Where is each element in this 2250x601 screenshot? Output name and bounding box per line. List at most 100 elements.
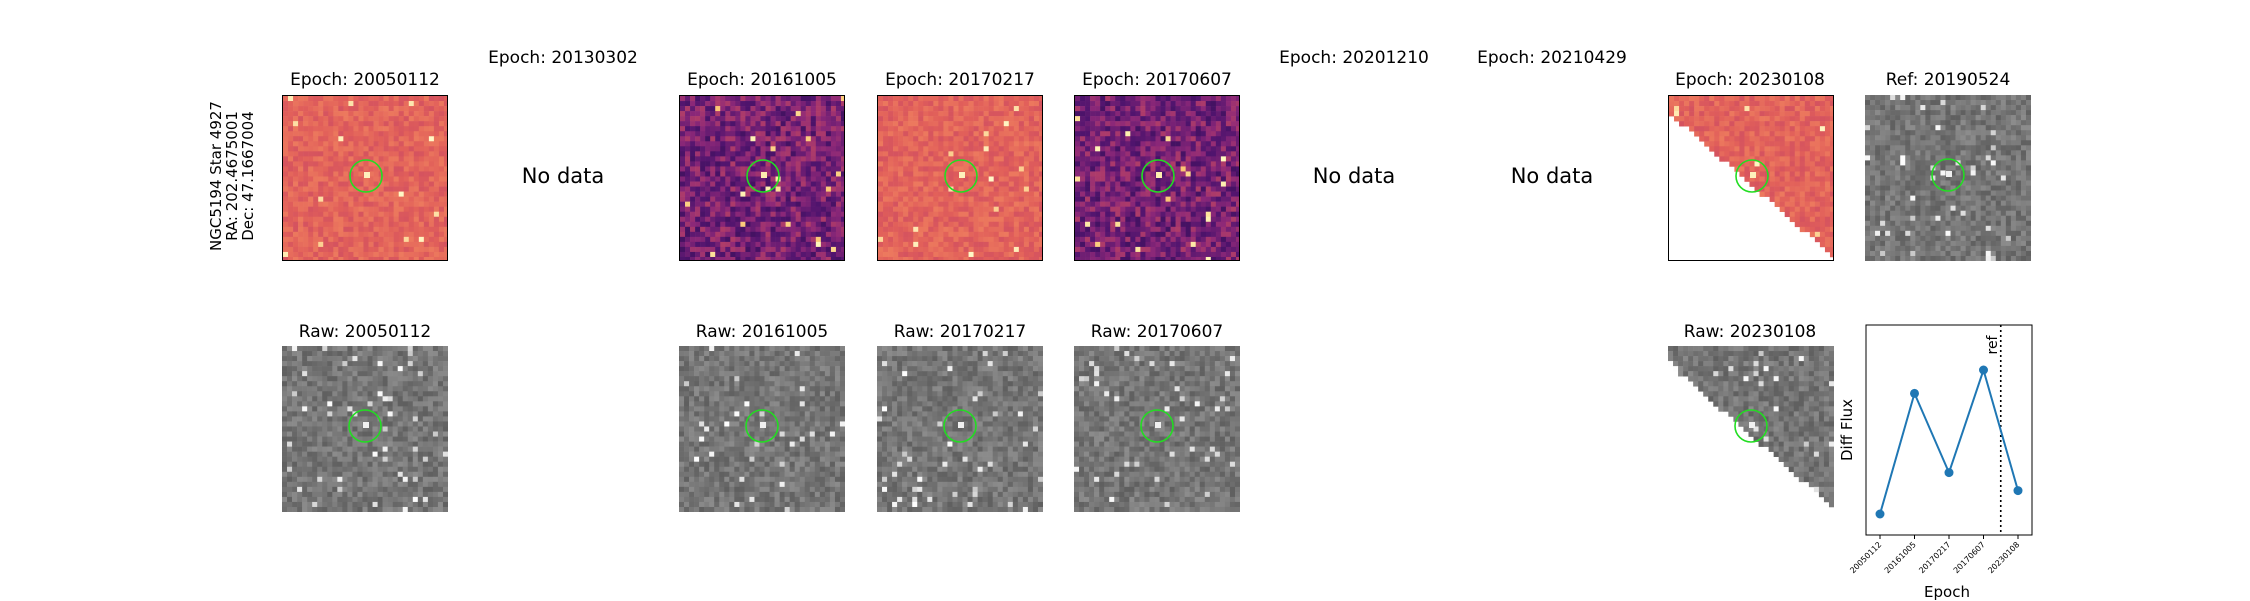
- pixel: [1130, 231, 1136, 238]
- pixel: [878, 186, 884, 192]
- pixel: [1870, 95, 1876, 101]
- pixel: [323, 236, 329, 243]
- pixel: [1130, 241, 1136, 248]
- pixel: [755, 106, 761, 112]
- pixel: [343, 101, 349, 107]
- pixel: [1180, 126, 1186, 132]
- pixel: [368, 236, 374, 243]
- pixel: [878, 166, 884, 172]
- pixel: [408, 196, 415, 202]
- pixel: [715, 141, 721, 147]
- pixel: [1120, 171, 1126, 177]
- pixel: [1023, 216, 1030, 223]
- pixel: [938, 96, 944, 102]
- pixel: [1180, 256, 1186, 260]
- pixel: [1215, 116, 1222, 122]
- pixel: [903, 136, 909, 142]
- pixel: [1799, 221, 1806, 228]
- pixel: [1230, 141, 1237, 147]
- pixel: [968, 126, 974, 132]
- pixel: [413, 226, 420, 233]
- pixel: [700, 231, 706, 238]
- pixel: [1190, 146, 1197, 152]
- pixel: [893, 221, 899, 228]
- pixel: [963, 211, 969, 218]
- pixel: [1160, 156, 1166, 162]
- pixel: [953, 156, 959, 162]
- pixel: [968, 131, 974, 137]
- pixel: [443, 211, 447, 218]
- pixel: [898, 251, 904, 258]
- pixel: [1033, 251, 1040, 258]
- pixel: [1210, 141, 1217, 147]
- pixel: [413, 206, 420, 212]
- pixel: [938, 151, 944, 157]
- pixel: [1809, 221, 1816, 228]
- pixel: [1754, 181, 1760, 187]
- pixel: [373, 231, 379, 238]
- pixel: [1018, 111, 1025, 117]
- pixel: [1190, 156, 1197, 162]
- pixel: [780, 101, 786, 107]
- pixel: [1794, 151, 1801, 157]
- pixel: [943, 206, 949, 212]
- pixel: [840, 176, 844, 182]
- pixel: [1165, 206, 1171, 212]
- pixel: [1200, 211, 1207, 218]
- pixel: [825, 226, 832, 233]
- pixel: [1175, 151, 1181, 157]
- pixel: [695, 216, 701, 223]
- pixel: [1200, 251, 1207, 258]
- pixel: [968, 256, 974, 260]
- pixel: [1090, 146, 1096, 152]
- pixel: [1799, 206, 1806, 212]
- pixel: [780, 206, 786, 212]
- pixel: [1804, 151, 1811, 157]
- pixel: [318, 126, 324, 132]
- pixel: [800, 221, 807, 228]
- pixel: [898, 201, 904, 207]
- pixel: [1235, 141, 1239, 147]
- pixel: [1799, 191, 1806, 197]
- pixel: [438, 116, 445, 122]
- pixel: [730, 131, 736, 137]
- pixel: [1220, 161, 1227, 167]
- pixel: [1170, 191, 1176, 197]
- pixel: [1215, 226, 1222, 233]
- pixel: [428, 211, 435, 218]
- pixel: [830, 141, 837, 147]
- pixel: [1170, 211, 1176, 218]
- pixel: [1210, 226, 1217, 233]
- pixel: [283, 136, 289, 142]
- pixel: [1018, 226, 1025, 233]
- epoch-title-4: Epoch: 20170217: [885, 70, 1035, 90]
- pixel: [388, 161, 394, 167]
- pixel: [1095, 106, 1101, 112]
- pixel: [1829, 161, 1833, 167]
- pixel: [1008, 146, 1015, 152]
- diff-image-20230108: [1668, 95, 1834, 261]
- pixel: [918, 231, 924, 238]
- pixel: [1090, 141, 1096, 147]
- pixel: [893, 191, 899, 197]
- pixel: [1105, 131, 1111, 137]
- pixel: [993, 196, 1000, 202]
- pixel: [1023, 246, 1030, 253]
- pixel: [810, 231, 817, 238]
- pixel: [680, 141, 686, 147]
- pixel: [770, 191, 776, 197]
- pixel: [1018, 121, 1025, 127]
- pixel: [1729, 111, 1735, 117]
- pixel: [1200, 161, 1207, 167]
- pixel: [1220, 186, 1227, 192]
- pixel: [725, 131, 731, 137]
- pixel: [1789, 126, 1796, 132]
- pixel: [423, 176, 430, 182]
- pixel: [1744, 111, 1750, 117]
- pixel: [1085, 111, 1091, 117]
- pixel: [923, 216, 929, 223]
- pixel: [1784, 96, 1791, 102]
- pixel: [1105, 141, 1111, 147]
- pixel: [1200, 191, 1207, 197]
- pixel: [700, 216, 706, 223]
